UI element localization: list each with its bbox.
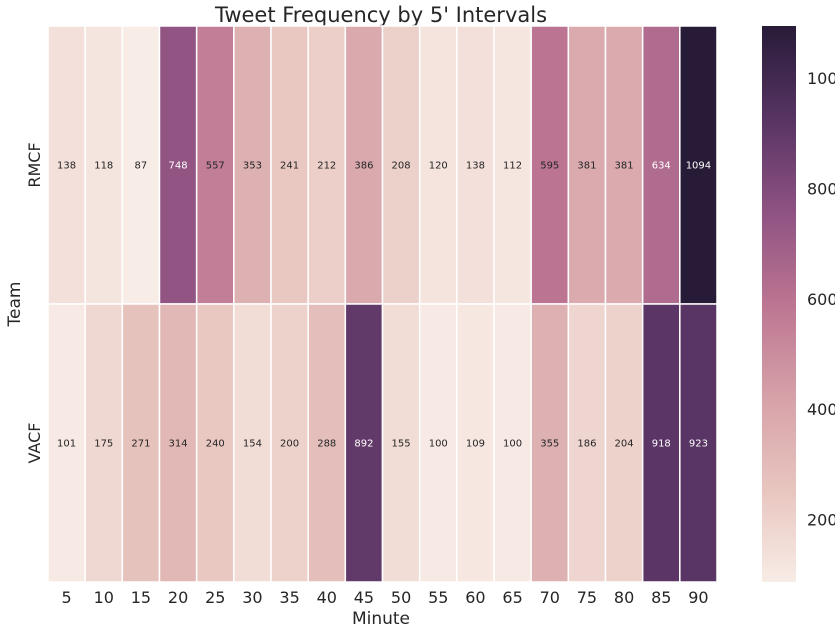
cell-value-label: 355 [540,439,559,450]
cell-value-label: 154 [243,439,262,450]
cell-value-label: 109 [466,439,485,450]
cell-value-label: 240 [206,439,225,450]
cell-value-label: 186 [577,439,596,450]
cell-value-label: 155 [392,439,411,450]
cell-value-label: 101 [57,439,76,450]
heatmap-cell [84,303,124,583]
heatmap-cell [84,25,124,305]
y-tick-label: VACF [25,423,44,464]
x-tick-label: 85 [651,588,671,607]
heatmap-cell [270,303,309,583]
x-tick-label: 25 [205,588,225,607]
heatmap-cell [121,303,161,583]
cell-value-label: 175 [94,439,113,450]
cell-value-label: 634 [652,161,671,172]
x-tick-label: 75 [577,588,597,607]
heatmap-cell [604,303,644,583]
cell-value-label: 381 [615,161,634,172]
y-axis-label: Team [5,282,25,328]
cell-value-label: 138 [57,161,76,172]
cell-value-label: 208 [392,161,411,172]
colorbar-ticks: 200 400 600 800 1000 [807,69,835,530]
cell-value-label: 112 [503,161,522,172]
cell-value-label: 748 [169,161,188,172]
cell-value-label: 120 [429,161,448,172]
cell-value-label: 595 [540,161,559,172]
x-tick-label: 70 [540,588,560,607]
colorbar-tick-label: 400 [807,400,835,419]
heatmap-cell [679,25,718,305]
cell-value-label: 271 [131,439,150,450]
heatmap-cell [344,303,384,583]
y-tick-label: RMCF [25,142,44,187]
heatmap-cell [381,25,421,305]
x-tick-label: 90 [688,588,708,607]
heatmap-cell [158,303,198,583]
cell-value-label: 87 [135,161,148,172]
cell-value-label: 1094 [686,161,711,172]
x-tick-label: 60 [465,588,485,607]
x-axis-label: Minute [352,609,410,629]
heatmap-cell [47,303,86,583]
x-tick-label: 50 [391,588,411,607]
y-axis-ticks: RMCF VACF [25,142,44,463]
heatmap-cell [47,25,86,305]
cell-value-label: 314 [169,439,188,450]
cell-value-label: 381 [577,161,596,172]
cell-value-label: 557 [206,161,225,172]
heatmap-cell [418,303,458,583]
cell-value-label: 212 [317,161,336,172]
cell-value-label: 100 [429,439,448,450]
cell-value-label: 923 [689,439,708,450]
heatmap-cells: 138 118 87 748 557 353 241 212 386 208 120 138 112 59… [47,25,718,583]
cell-value-label: 892 [354,439,373,450]
heatmap-cell [233,25,272,305]
cell-value-label: 288 [317,439,336,450]
x-tick-label: 20 [168,588,188,607]
colorbar-tick-label: 200 [807,511,835,530]
heatmap-cell [530,25,570,305]
heatmap-cell [456,25,495,305]
x-tick-label: 55 [428,588,448,607]
cell-value-label: 918 [652,439,671,450]
cell-value-label: 353 [243,161,262,172]
cell-value-label: 100 [503,439,522,450]
x-tick-label: 80 [614,588,634,607]
heatmap-cell [493,303,532,583]
heatmap-cell [679,303,718,583]
cell-value-label: 138 [466,161,485,172]
cell-value-label: 204 [615,439,634,450]
cell-value-label: 200 [280,439,299,450]
chart-title: Tweet Frequency by 5' Intervals [214,3,547,27]
heatmap-cell [641,25,681,305]
heatmap-cell [381,303,421,583]
cell-value-label: 241 [280,161,299,172]
x-tick-label: 30 [242,588,262,607]
x-tick-label: 5 [61,588,71,607]
x-tick-label: 15 [131,588,151,607]
heatmap-cell [307,25,347,305]
colorbar-tick-label: 800 [807,179,835,198]
x-tick-label: 40 [317,588,337,607]
x-tick-label: 35 [279,588,299,607]
x-tick-label: 65 [502,588,522,607]
heatmap-cell [641,303,681,583]
colorbar-tick-label: 600 [807,290,835,309]
colorbar-tick-label: 1000 [807,69,835,88]
colorbar [762,26,796,582]
heatmap-cell [195,303,235,583]
x-tick-label: 45 [354,588,374,607]
x-axis-ticks: 5 10 15 20 25 30 35 40 45 50 55 60 65 70 75 80 85 90 [61,588,708,607]
x-tick-label: 10 [94,588,114,607]
cell-value-label: 386 [354,161,373,172]
cell-value-label: 118 [94,161,113,172]
heatmap-cell [604,25,644,305]
